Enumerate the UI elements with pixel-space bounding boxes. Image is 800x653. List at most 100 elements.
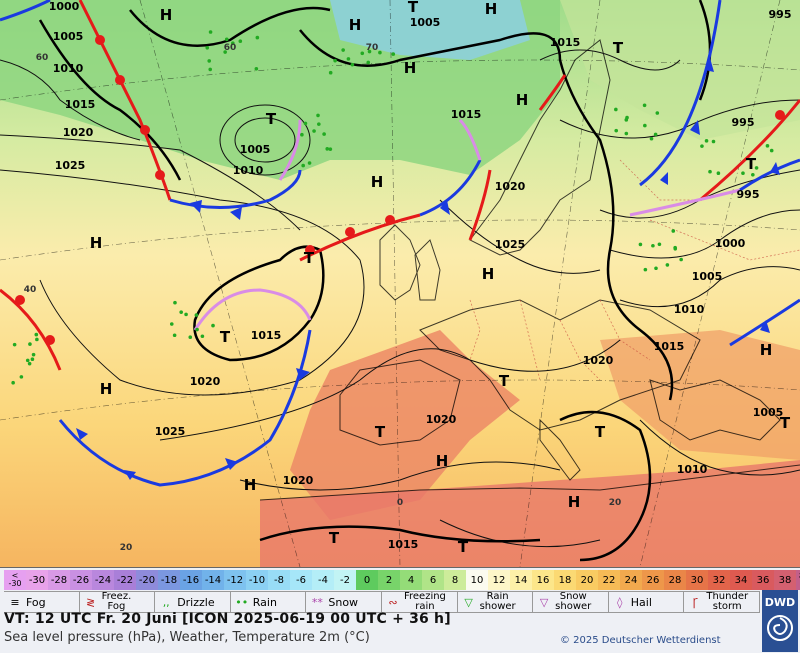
rain-dot: [360, 51, 365, 56]
scale-cell: -18: [158, 570, 180, 590]
scale-cell: -24: [92, 570, 114, 590]
rain-dot: [31, 352, 36, 357]
rain-dot: [312, 129, 316, 133]
scale-cell: -6: [290, 570, 312, 590]
scale-cell: 34: [730, 570, 752, 590]
rain-dot: [194, 313, 199, 317]
high-pressure-label: H: [516, 91, 529, 109]
map-description: Sea level pressure (hPa), Weather, Tempe…: [4, 630, 370, 645]
rain-dot: [19, 375, 24, 379]
graticule: [0, 0, 800, 567]
rain-dot: [704, 139, 709, 143]
high-pressure-label: H: [485, 0, 498, 18]
occlusion-1: [458, 118, 482, 161]
rain-dot: [208, 67, 213, 72]
occlusion-2: [193, 288, 312, 331]
legend-panel: < -30 -30 -28 -26 -24 -22 -20 -18 -16 -14 -12 -10-…: [0, 567, 800, 653]
scale-cell: -28: [48, 570, 70, 590]
rain-dot: [316, 113, 320, 118]
pressure-label: 1015: [550, 36, 581, 49]
scale-high-end: ≥40 °C: [796, 570, 800, 590]
occlusion-3: [278, 119, 302, 181]
scale-cell: -2: [334, 570, 356, 590]
scale-cell: 16: [532, 570, 554, 590]
hot-region-east: [600, 330, 800, 460]
low-pressure-label: T: [458, 538, 469, 556]
isotherm-label: 0: [397, 498, 403, 508]
rain-dot: [649, 136, 654, 141]
scale-cell: -26: [70, 570, 92, 590]
scale-cell: 24: [620, 570, 642, 590]
pressure-label: 1005: [53, 30, 84, 43]
legend-item: ∾ Freezing rain: [382, 592, 458, 612]
low-pressure-label: T: [304, 249, 315, 267]
rain-dot: [207, 59, 212, 63]
legend-item: Ꞅ Thunder storm: [684, 592, 760, 612]
rain-dot: [614, 128, 619, 133]
rain-dot: [716, 171, 721, 176]
rain-dot: [11, 380, 15, 385]
high-pressure-label: H: [760, 341, 773, 359]
freezing-fog-icon: ≷: [85, 595, 96, 609]
warm-front-4: [0, 288, 62, 371]
legend-label: Drizzle: [177, 595, 215, 609]
pressure-label: 1015: [388, 538, 419, 551]
rain-dot: [765, 144, 770, 148]
rain-dot: [25, 358, 30, 363]
fronts: [0, 0, 800, 487]
rain-dot: [301, 163, 305, 168]
valid-time: VT: 12 UTC Fr. 20 Juni [ICON 2025-06-19 …: [4, 611, 451, 627]
cold-front-2: [419, 159, 482, 217]
scale-cell: 0: [356, 570, 378, 590]
weather-symbol-legend: ≡ Fog ≷ Freez. Fog,, Drizzle •• Rain ** Snow ∾ Fre…: [4, 591, 760, 613]
thunderstorm-icon: Ꞅ: [692, 595, 699, 609]
dwd-swirl-icon: [767, 615, 793, 641]
high-pressure-label: H: [482, 265, 495, 283]
scale-cell: -22: [114, 570, 136, 590]
scale-cell: -20: [136, 570, 158, 590]
pressure-label: 1015: [451, 108, 482, 121]
high-pressure-label: H: [349, 16, 362, 34]
rain-dot: [179, 310, 183, 314]
rain-dot: [651, 243, 655, 248]
rain-dot: [317, 122, 321, 126]
pressure-label: 1025: [495, 238, 526, 251]
rain-dot: [231, 41, 235, 46]
rain-dot: [169, 322, 174, 326]
legend-item: ≡ Fog: [4, 592, 80, 612]
pressure-label: 1010: [53, 62, 84, 75]
low-pressure-label: T: [780, 414, 791, 432]
legend-item: ≷ Freez. Fog: [80, 592, 156, 612]
legend-item: ▽ Rain shower: [458, 592, 534, 612]
rain-dot: [341, 48, 345, 52]
scale-cell: -4: [312, 570, 334, 590]
high-pressure-label: H: [371, 173, 384, 191]
rain-dot: [679, 257, 683, 262]
scale-cell: 4: [400, 570, 422, 590]
scale-cell: 2: [378, 570, 400, 590]
isotherm-label: 40: [24, 285, 37, 295]
rain-dot: [711, 139, 716, 144]
rain-dot: [624, 131, 629, 136]
isotherm-label: 70: [366, 43, 379, 53]
scale-cell: 6: [422, 570, 444, 590]
scale-cell: 8: [444, 570, 466, 590]
low-pressure-label: T: [220, 328, 231, 346]
rain-dot: [223, 50, 227, 54]
rain-dot: [30, 357, 35, 362]
legend-item: •• Rain: [231, 592, 307, 612]
warm-front-6: [538, 74, 567, 111]
pressure-label: 1005: [410, 16, 441, 29]
hail-icon: ◊: [617, 595, 623, 609]
rain-dot: [188, 335, 193, 340]
rain-dot: [12, 342, 17, 347]
scale-cell: 38: [774, 570, 796, 590]
rain-dot: [638, 242, 643, 247]
legend-label: Freez. Fog: [101, 592, 132, 612]
rain-dot: [28, 342, 32, 346]
legend-label: Fog: [26, 595, 46, 609]
rain-dot: [350, 62, 355, 67]
legend-label: Snow: [328, 595, 359, 609]
rain-dot: [671, 229, 676, 233]
copyright: © 2025 Deutscher Wetterdienst: [560, 635, 721, 646]
